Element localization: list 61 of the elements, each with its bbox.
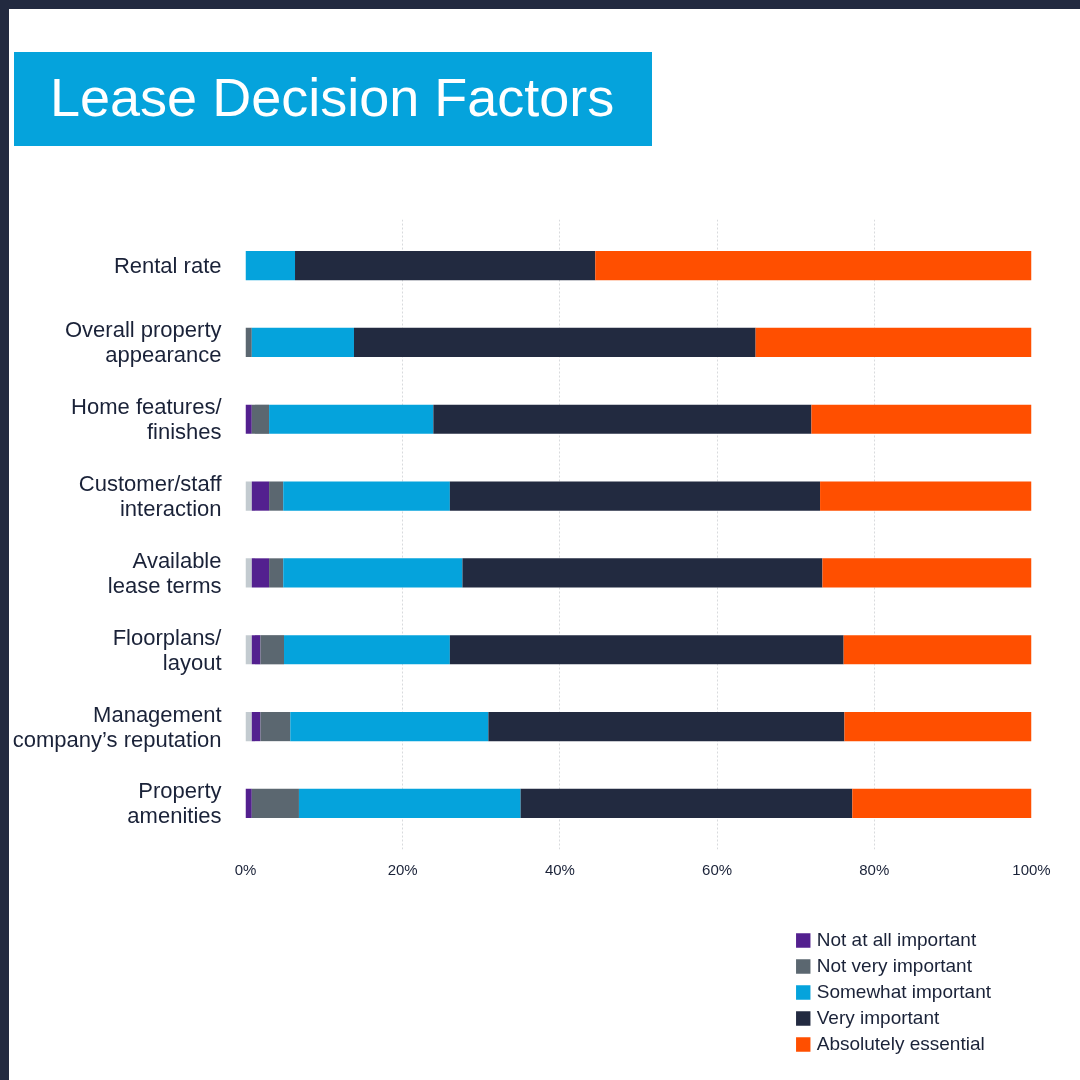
- bar: [284, 635, 450, 665]
- bar: [755, 327, 1032, 358]
- bar: [844, 711, 1032, 742]
- bar: [260, 711, 291, 742]
- bar: [269, 481, 284, 511]
- bar: [245, 635, 252, 665]
- y-tick-label: Available lease terms: [107, 547, 222, 598]
- bar: [820, 481, 1032, 511]
- bar: [260, 635, 285, 665]
- bar: [245, 558, 252, 588]
- legend-label: Absolutely essential: [816, 1033, 985, 1055]
- bar: [269, 404, 434, 434]
- bar: [852, 788, 1032, 818]
- bar: [822, 558, 1032, 588]
- bar: [488, 711, 845, 742]
- bar: [251, 404, 270, 434]
- legend-label: Not very important: [816, 955, 972, 977]
- bar: [290, 711, 489, 742]
- legend-label: Very important: [816, 1007, 940, 1029]
- bar: [595, 251, 1032, 281]
- x-tick-label: 80%: [859, 860, 890, 878]
- x-tick-label: 40%: [544, 860, 575, 878]
- x-tick-label: 60%: [702, 860, 733, 878]
- bar: [251, 788, 299, 818]
- bar: [251, 635, 261, 665]
- y-tick-label: Floorplans/ layout: [112, 624, 223, 675]
- bar: [245, 327, 252, 358]
- bar: [251, 327, 354, 358]
- bar: [245, 251, 296, 281]
- bar: [449, 635, 844, 665]
- bar: [245, 404, 252, 434]
- bar: [251, 558, 270, 588]
- bar: [295, 251, 596, 281]
- bar: [269, 558, 284, 588]
- y-tick-label: Customer/staff interaction: [78, 471, 223, 522]
- y-tick-label: Overall property appearance: [65, 317, 222, 368]
- y-tick-label: Property amenities: [127, 778, 222, 829]
- bar: [283, 558, 463, 588]
- legend-label: Somewhat important: [816, 981, 991, 1003]
- bar: [843, 635, 1032, 665]
- legend-label: Not at all important: [816, 929, 977, 951]
- bar: [462, 558, 823, 588]
- bar: [353, 327, 756, 358]
- y-tick-label: Management company’s reputation: [12, 701, 222, 752]
- bar: [245, 481, 252, 511]
- bar: [245, 711, 252, 742]
- bar: [283, 481, 450, 511]
- bar: [520, 788, 853, 818]
- bar: [811, 404, 1032, 434]
- bar: [251, 481, 270, 511]
- bar: [251, 711, 261, 742]
- y-tick-label: Rental rate: [113, 253, 222, 279]
- bar: [298, 788, 521, 818]
- bar: [245, 788, 252, 818]
- bar: [449, 481, 821, 511]
- y-tick-label: Home features/ finishes: [71, 394, 223, 445]
- bar: [433, 404, 812, 434]
- chart-title: Lease Decision Factors: [14, 52, 652, 146]
- x-tick-label: 100%: [1012, 860, 1051, 878]
- x-tick-label: 20%: [387, 860, 418, 878]
- x-tick-label: 0%: [234, 860, 257, 878]
